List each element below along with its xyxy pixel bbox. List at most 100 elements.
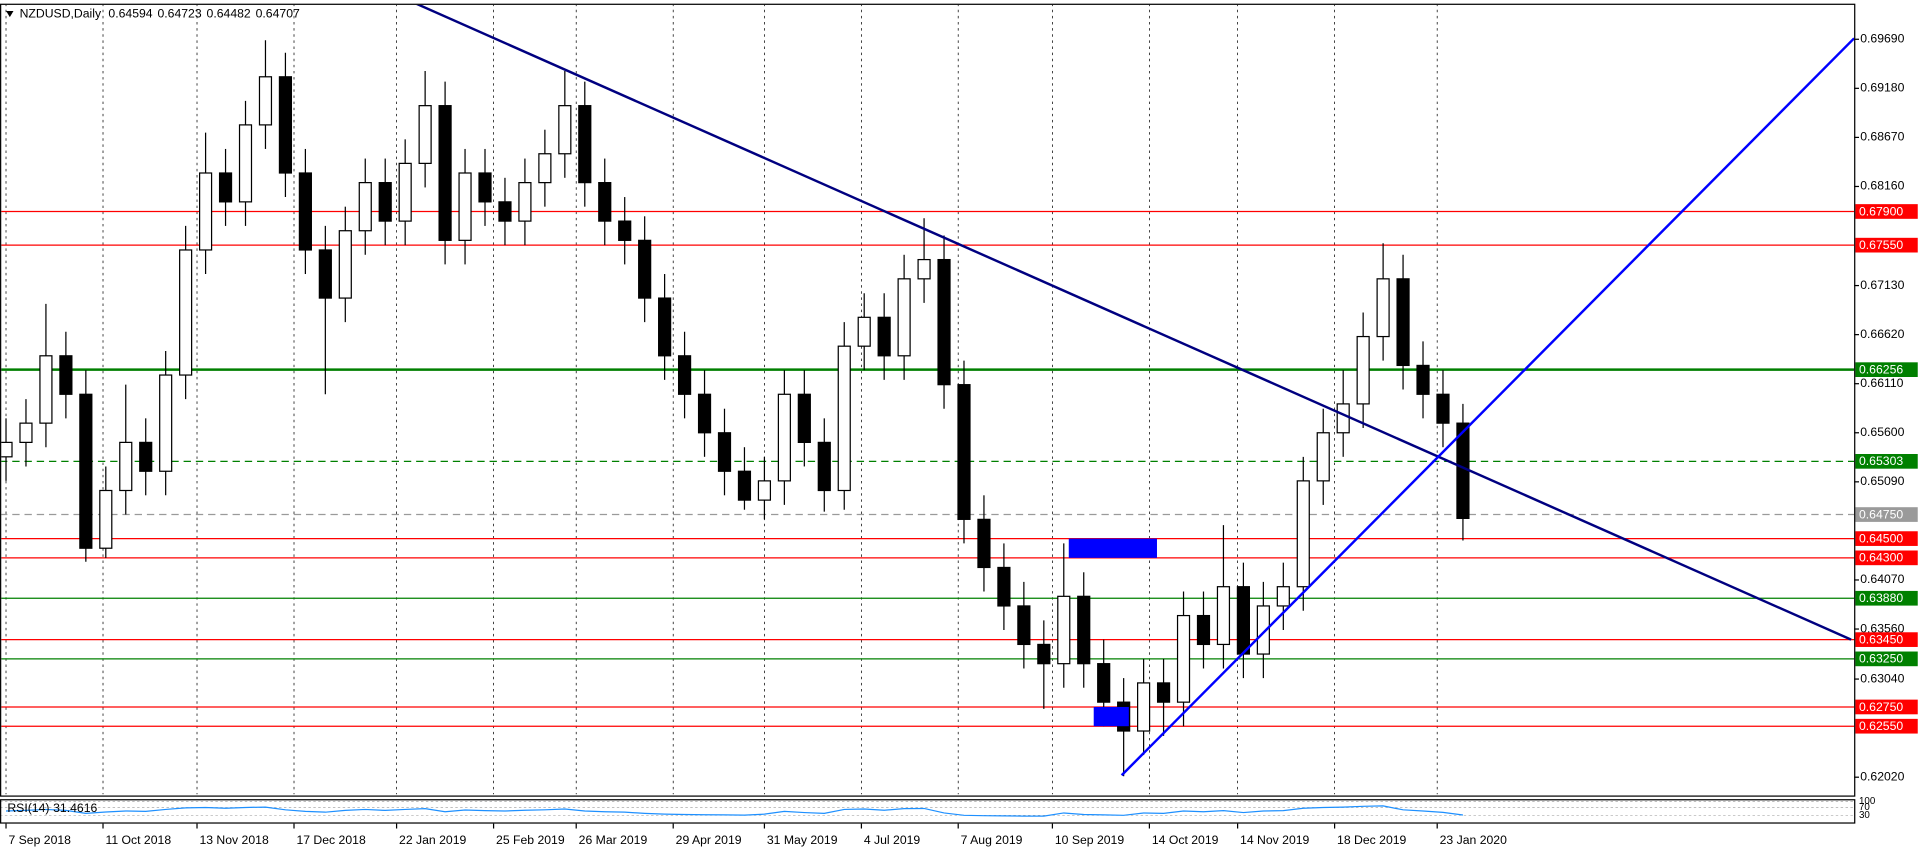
candle-body: [1416, 364, 1430, 395]
y-tick-label: 0.66110: [1860, 376, 1903, 390]
candle-body: [1376, 278, 1390, 338]
candle-body: [179, 249, 193, 376]
rsi-tick-label: 30: [1859, 810, 1870, 821]
candle-body: [1216, 586, 1231, 646]
level-label-box: [1855, 507, 1918, 522]
trendline: [415, 4, 1852, 641]
candle-layer: [1, 40, 1470, 777]
candle-body: [777, 393, 791, 482]
y-tick-label: 0.64070: [1860, 572, 1904, 586]
x-tick-label: 13 Nov 2018: [199, 833, 268, 847]
symbol-title: NZDUSD,Daily: [20, 7, 102, 21]
candle-body: [1336, 403, 1350, 434]
axis-layer: 7 Sep 2018 11 Oct 2018 13 Nov 2018 17 Dec 2…: [5, 32, 1918, 847]
candle-body: [598, 182, 612, 222]
menu-arrow[interactable]: [6, 11, 14, 18]
candle-body: [737, 470, 752, 501]
candle-body: [198, 172, 213, 251]
level-label: 0.62750: [1859, 700, 1903, 714]
level-label-box: [1855, 718, 1918, 734]
candle-body: [997, 566, 1011, 607]
level-label: 0.63450: [1859, 632, 1903, 646]
x-tick-label: 7 Sep 2018: [8, 833, 71, 847]
candle-body: [79, 393, 93, 549]
candle-body: [39, 355, 53, 424]
y-tick-label: 0.69690: [1860, 32, 1904, 46]
candle-body: [518, 182, 532, 222]
candle-body: [99, 489, 113, 549]
candle-body: [837, 345, 851, 492]
level-layer: [1, 210, 1855, 727]
x-tick-label: 14 Oct 2019: [1152, 833, 1219, 847]
candle-body: [338, 230, 352, 299]
level-label-box: [1855, 699, 1918, 715]
zone: [1068, 538, 1157, 558]
candle-body: [378, 182, 392, 222]
candle-body: [638, 239, 652, 299]
header-open: 0.64594: [108, 7, 152, 21]
candle-body: [578, 105, 592, 184]
header-low: 0.64482: [207, 7, 251, 21]
candle-body: [438, 105, 452, 241]
y-tick-label: 0.65090: [1860, 474, 1904, 488]
rsi-line: [5, 805, 1464, 817]
y-tick-label: 0.68670: [1860, 130, 1904, 144]
candle-body: [139, 441, 153, 472]
candle-body: [19, 422, 33, 444]
x-tick-label: 18 Dec 2019: [1337, 833, 1406, 847]
candle-body: [897, 278, 911, 357]
rsi-name: RSI(14): [7, 801, 49, 815]
level-label: 0.65303: [1859, 454, 1903, 468]
x-tick-label: 7 Aug 2019: [961, 833, 1023, 847]
main-frame: [0, 3, 1856, 797]
header-close: 0.64707: [256, 7, 300, 21]
y-tick-label: 0.68160: [1860, 179, 1904, 193]
candle-body: [1156, 682, 1171, 703]
candle-body: [957, 384, 971, 520]
candle-body: [398, 162, 412, 222]
rsi-layer: [1, 801, 1855, 817]
candle-body: [877, 316, 891, 357]
candle-body: [418, 105, 432, 164]
candle-body: [159, 374, 173, 472]
rsi-label: RSI(14) 31.4616: [7, 801, 97, 815]
candle-body: [558, 105, 572, 155]
candle-body: [298, 172, 312, 251]
candle-body: [59, 355, 73, 395]
candle-body: [857, 316, 871, 347]
candle-body: [358, 182, 372, 232]
candle-body: [817, 441, 831, 492]
candle-body: [458, 172, 472, 241]
trendline: [1120, 37, 1855, 777]
level-label-box: [1855, 204, 1918, 219]
y-tick-label: 0.63560: [1860, 621, 1904, 635]
x-tick-label: 4 Jul 2019: [864, 833, 921, 847]
rsi-tick-label: 70: [1859, 802, 1870, 813]
candle-body: [1436, 393, 1450, 424]
candle-body: [1236, 586, 1250, 655]
zone: [1093, 706, 1129, 727]
y-tick-label: 0.65600: [1860, 425, 1904, 439]
rsi-value: 31.4616: [53, 801, 97, 815]
level-label: 0.64500: [1859, 531, 1903, 545]
candle-body: [1396, 278, 1410, 367]
candle-body: [498, 201, 512, 222]
candle-body: [618, 220, 632, 241]
candle-body: [697, 393, 712, 434]
candle-body: [757, 480, 772, 501]
candle-body: [1057, 595, 1071, 665]
x-tick-label: 29 Apr 2019: [676, 833, 742, 847]
candle-body: [1196, 614, 1211, 646]
level-label: 0.63880: [1859, 591, 1903, 605]
level-label: 0.63250: [1859, 652, 1903, 666]
candle-body: [1276, 586, 1290, 607]
candle-body: [1097, 663, 1111, 703]
candle-body: [1316, 432, 1330, 482]
candle-body: [977, 518, 991, 569]
x-tick-label: 22 Jan 2019: [399, 833, 466, 847]
candle-body: [1256, 605, 1270, 655]
level-label: 0.62550: [1859, 719, 1903, 733]
candle-body: [238, 124, 253, 203]
level-label-box: [1855, 362, 1918, 377]
